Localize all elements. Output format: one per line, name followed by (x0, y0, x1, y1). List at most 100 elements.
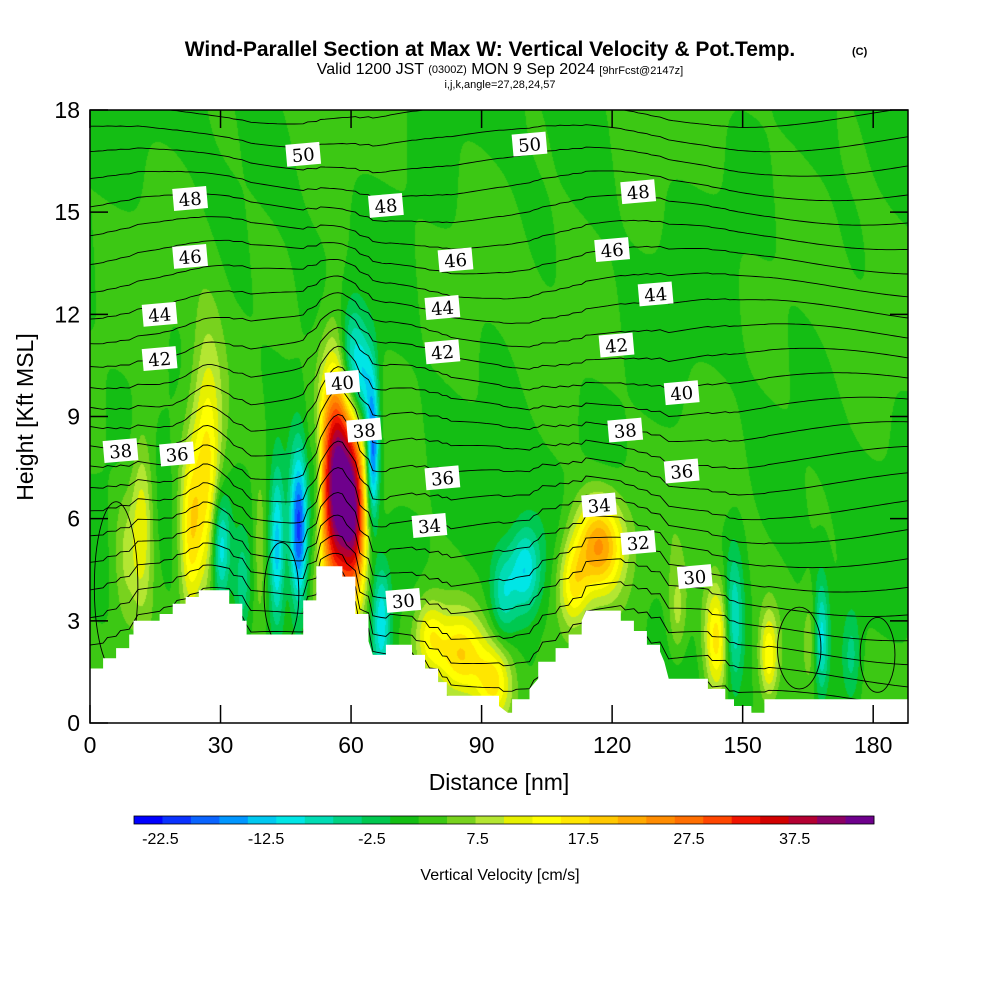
theta-isoline (90, 388, 908, 470)
theta-label: 48 (172, 186, 208, 211)
theta-label: 40 (324, 369, 361, 395)
svg-text:34: 34 (587, 495, 612, 518)
colorbar-swatch (646, 816, 676, 824)
colorbar-swatch (674, 816, 704, 824)
svg-text:30: 30 (683, 567, 708, 590)
theta-isoline (90, 146, 908, 177)
colorbar-swatch (247, 816, 277, 824)
theta-isoline (90, 124, 908, 153)
theta-label: 48 (368, 192, 404, 218)
colorbar-swatch (162, 816, 192, 824)
theta-label: 34 (581, 492, 617, 518)
subtitle-fcst: [9hrFcst@2147z] (599, 65, 683, 77)
colorbar-swatch (475, 816, 505, 824)
theta-isoline (90, 309, 908, 370)
theta-label: 50 (511, 131, 548, 157)
colorbar-swatch (703, 816, 733, 824)
colorbar-tick-label: 37.5 (779, 831, 810, 848)
theta-isoline (90, 239, 908, 275)
svg-text:46: 46 (178, 246, 203, 269)
theta-label: 36 (159, 441, 195, 467)
theta-contour-labels: 50 50 48 48 48 46 46 46 44 44 44 42 42 42 40 40 38 38 38 36… (102, 131, 713, 613)
colorbar-tick-label: 17.5 (568, 831, 599, 848)
theta-isoline (90, 414, 908, 496)
svg-text:44: 44 (430, 298, 455, 321)
chart-info: i,j,k,angle=27,28,24,57 (444, 79, 555, 91)
x-tick-label: 120 (593, 732, 631, 758)
theta-isoline (90, 292, 908, 348)
colorbar: -22.5 -12.5 -2.5 7.5 17.5 27.5 37.5 (133, 815, 875, 848)
theta-isoline (90, 345, 908, 417)
theta-label: 46 (594, 237, 630, 263)
svg-text:42: 42 (147, 349, 172, 372)
theta-label: 42 (598, 332, 635, 358)
theta-label: 38 (607, 417, 644, 443)
theta-isoline (90, 552, 908, 642)
colorbar-tick-label: 7.5 (466, 831, 488, 848)
y-tick-label: 6 (67, 506, 80, 532)
svg-text:42: 42 (430, 342, 455, 365)
theta-label: 42 (141, 346, 178, 372)
theta-label: 44 (424, 295, 461, 321)
theta-isoline (90, 193, 908, 226)
colorbar-tick-label: -12.5 (248, 831, 285, 848)
theta-isoline (90, 275, 908, 324)
colorbar-swatch (589, 816, 619, 824)
theta-label: 42 (424, 339, 461, 365)
theta-isoline (90, 514, 908, 593)
theta-isoline (90, 216, 908, 251)
colorbar-swatch (845, 816, 875, 824)
colorbar-swatch (219, 816, 249, 824)
x-axis-label: Distance [nm] (429, 769, 570, 795)
theta-label: 48 (620, 179, 657, 205)
svg-text:40: 40 (330, 372, 355, 395)
svg-text:38: 38 (613, 420, 638, 443)
theta-label: 44 (637, 281, 674, 307)
colorbar-swatch (390, 816, 420, 824)
colorbar-swatch (817, 816, 846, 824)
y-tick-label: 18 (54, 97, 80, 123)
colorbar-swatch (504, 816, 533, 824)
svg-text:44: 44 (643, 284, 668, 307)
theta-isoline (90, 327, 908, 391)
x-tick-label: 90 (469, 732, 495, 758)
title-copyright-mark: (C) (852, 46, 868, 58)
colorbar-swatch (134, 816, 163, 824)
svg-text:36: 36 (670, 461, 695, 484)
colorbar-swatch (731, 816, 761, 824)
subtitle-valid: Valid 1200 JST (317, 61, 425, 78)
colorbar-swatch (276, 816, 306, 824)
svg-text:30: 30 (391, 590, 416, 613)
y-tick-label: 9 (67, 404, 80, 430)
theta-label: 36 (663, 458, 700, 484)
theta-isoline (90, 170, 908, 202)
svg-text:50: 50 (517, 134, 542, 157)
theta-label: 46 (172, 243, 208, 269)
subtitle-date: MON 9 Sep 2024 (471, 61, 595, 78)
colorbar-tick-label: -2.5 (358, 831, 386, 848)
theta-contours (90, 110, 908, 723)
colorbar-label: Vertical Velocity [cm/s] (420, 867, 579, 884)
svg-text:32: 32 (626, 533, 651, 556)
theta-isoline (90, 440, 908, 521)
svg-text:38: 38 (352, 420, 377, 443)
svg-text:36: 36 (165, 444, 190, 467)
chart-title: Wind-Parallel Section at Max W: Vertical… (185, 38, 796, 61)
theta-label: 36 (424, 465, 461, 491)
theta-label: 38 (346, 417, 382, 443)
colorbar-tick-label: -22.5 (142, 831, 179, 848)
colorbar-swatch (304, 816, 334, 824)
x-tick-label: 180 (854, 732, 892, 758)
theta-label: 44 (141, 301, 178, 327)
y-tick-label: 15 (54, 199, 80, 225)
y-tick-label: 12 (54, 301, 80, 327)
colorbar-swatch (760, 816, 790, 824)
theta-isoline (90, 467, 908, 545)
svg-text:36: 36 (430, 468, 455, 491)
y-axis-label: Height [Kft MSL] (12, 333, 38, 500)
colorbar-frame (133, 815, 875, 825)
chart-subtitle: Valid 1200 JST (0300Z) MON 9 Sep 2024 [9… (317, 60, 683, 78)
terrain-mask (90, 566, 908, 723)
theta-label: 46 (437, 247, 474, 273)
colorbar-swatch (617, 816, 647, 824)
